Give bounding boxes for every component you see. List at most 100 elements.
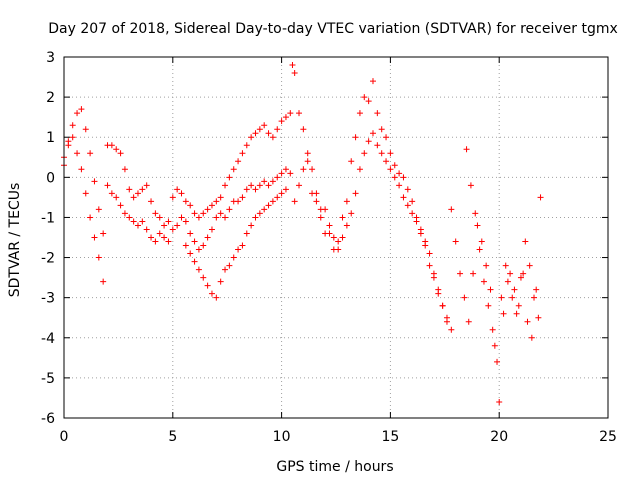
data-point [537,194,544,201]
data-point [91,178,98,185]
data-point [65,142,72,149]
data-point [467,182,474,189]
y-tick-label: 3 [46,50,55,66]
data-point [409,198,416,205]
data-point [269,134,276,141]
x-tick-label: 0 [60,429,69,445]
data-point [457,270,464,277]
data-point [348,158,355,165]
data-point [502,262,509,269]
data-point [472,210,479,217]
data-point [113,194,120,201]
data-point [161,234,168,241]
y-tick-label: 1 [46,130,55,146]
data-point [195,214,202,221]
data-point [515,302,522,309]
data-point [522,238,529,245]
data-point [498,294,505,301]
x-tick-label: 10 [273,429,291,445]
x-tick-label: 20 [490,429,508,445]
data-point [243,142,250,149]
data-point [117,202,124,209]
data-point [404,186,411,193]
data-point [161,222,168,229]
data-point [261,178,268,185]
data-point [400,174,407,181]
data-point [520,270,527,277]
data-point [121,210,128,217]
data-point [222,182,229,189]
data-point [248,134,255,141]
data-point [507,270,514,277]
data-point [378,126,385,133]
data-point [87,214,94,221]
data-point [100,230,107,237]
data-point [126,214,133,221]
data-point [387,166,394,173]
data-point [191,210,198,217]
data-point [274,194,281,201]
data-point [208,202,215,209]
data-point [230,166,237,173]
data-point [348,210,355,217]
data-point [87,150,94,157]
data-point [287,110,294,117]
data-point [148,198,155,205]
data-point [269,198,276,205]
data-point [169,194,176,201]
data-point [74,110,81,117]
data-point [317,214,324,221]
data-point [400,194,407,201]
data-point [187,202,194,209]
data-point [126,186,133,193]
data-point [78,106,85,113]
data-point [91,234,98,241]
data-point [291,70,298,77]
data-point [239,194,246,201]
series-afternoon-b [291,130,450,325]
data-point [104,182,111,189]
data-point [139,218,146,225]
data-point [239,242,246,249]
x-tick-label: 15 [381,429,399,445]
data-point [296,182,303,189]
data-point [448,206,455,213]
data-point [278,190,285,197]
y-tick-label: -6 [41,411,55,427]
data-point [330,234,337,241]
data-point [182,198,189,205]
data-point [526,262,533,269]
data-point [365,98,372,105]
axis-ticks: 0 5 10 15 20 25 -6 -5 -4 -3 -2 -1 0 1 2 3 [41,50,617,445]
data-point [217,210,224,217]
data-point [278,170,285,177]
data-point [182,242,189,249]
data-point [235,158,242,165]
data-point [374,110,381,117]
x-axis-label: GPS time / hours [276,459,393,475]
data-points [61,62,544,405]
data-point [485,302,492,309]
data-point [513,310,520,317]
data-point [369,78,376,85]
data-point [426,250,433,257]
data-point [391,174,398,181]
data-point [500,310,507,317]
data-point [443,318,450,325]
y-tick-label: -5 [41,371,55,387]
y-tick-label: -3 [41,291,55,307]
data-point [291,198,298,205]
data-point [352,190,359,197]
data-point [489,326,496,333]
chart-title: Day 207 of 2018, Sidereal Day-to-day VTE… [48,21,618,37]
data-point [296,110,303,117]
data-point [204,206,211,213]
data-point [235,198,242,205]
data-point [121,166,128,173]
data-point [174,222,181,229]
data-point [252,186,259,193]
data-point [156,230,163,237]
data-point [339,234,346,241]
data-point [465,318,472,325]
data-point [430,270,437,277]
